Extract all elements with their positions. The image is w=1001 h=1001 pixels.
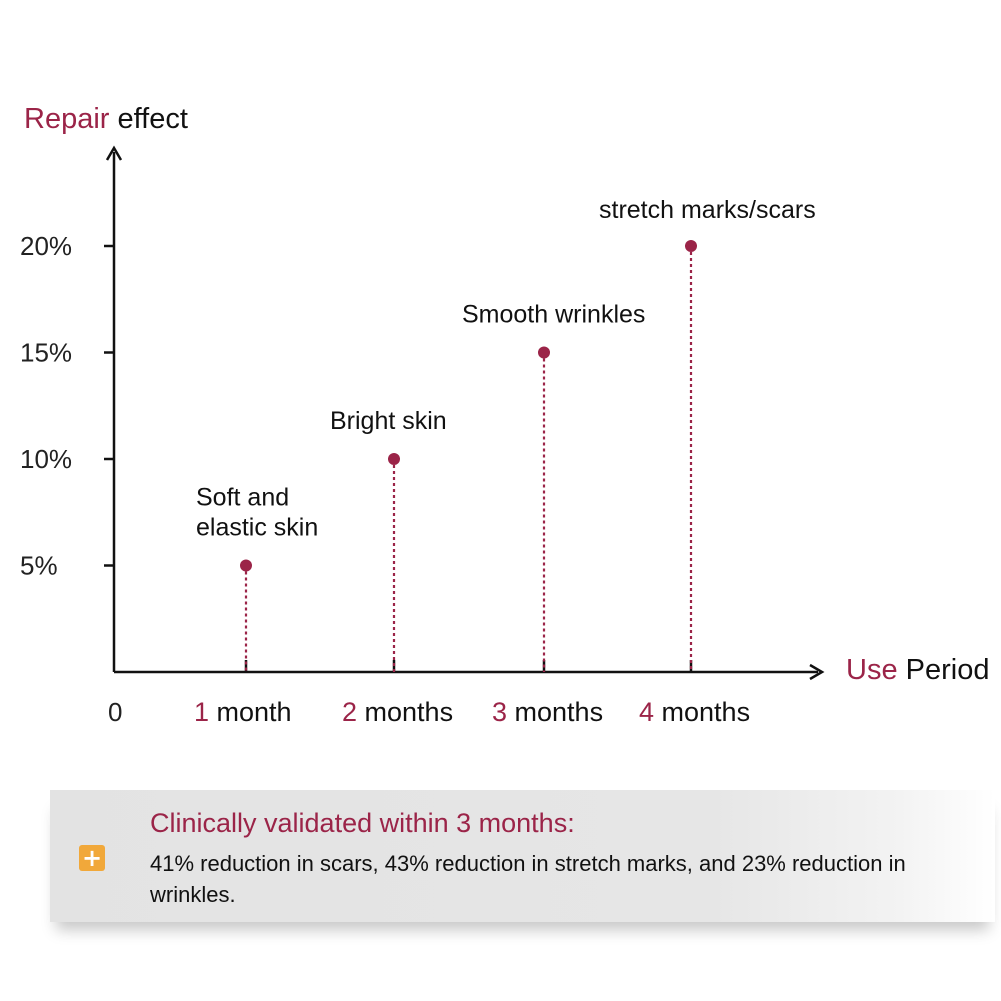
x-axis-arrow-icon xyxy=(809,663,825,681)
y-tick-label: 10% xyxy=(20,444,72,474)
y-tick-label: 15% xyxy=(20,338,72,368)
x-axis-title: Use Period xyxy=(846,654,989,686)
category-unit: months xyxy=(507,697,603,727)
y-axis-title: Repair effect xyxy=(24,103,188,135)
category-number: 4 xyxy=(639,697,654,727)
x-ticks: 1 month 2 months 3 months 4 months xyxy=(194,660,750,727)
category-number: 1 xyxy=(194,697,209,727)
y-axis-title-accent: Repair xyxy=(24,103,110,135)
category-number: 2 xyxy=(342,697,357,727)
point-annotation: Bright skin xyxy=(330,407,447,435)
panel-heading: Clinically validated within 3 months: xyxy=(150,808,575,838)
x-category-label: 4 months xyxy=(639,697,750,727)
category-unit: months xyxy=(654,697,750,727)
data-point xyxy=(388,453,400,465)
clinical-validation-panel: + Clinically validated within 3 months: … xyxy=(50,790,995,922)
x-axis-title-accent: Use xyxy=(846,654,898,686)
data-points xyxy=(240,240,697,572)
point-annotation: Smooth wrinkles xyxy=(462,301,645,329)
panel-body: 41% reduction in scars, 43% reduction in… xyxy=(150,851,906,907)
y-ticks: 5% 10% 15% 20% xyxy=(20,231,114,581)
category-unit: month xyxy=(209,697,292,727)
repair-effect-chart: Repair effect Use Period 0 5% 10% 15% 20% 1… xyxy=(20,103,989,727)
data-stems xyxy=(244,246,693,672)
point-annotation: stretch marks/scars xyxy=(599,196,816,224)
x-category-label: 1 month xyxy=(194,697,292,727)
category-unit: months xyxy=(357,697,453,727)
y-axis-arrow-icon xyxy=(105,145,123,161)
annotation-line: Soft and xyxy=(196,484,289,512)
data-point xyxy=(538,346,550,359)
annotation-line: elastic skin xyxy=(196,514,318,542)
y-axis-title-rest: effect xyxy=(109,103,187,135)
x-category-label: 3 months xyxy=(492,697,603,727)
origin-label: 0 xyxy=(108,697,122,727)
point-annotation: Soft and elastic skin xyxy=(196,484,318,542)
y-tick-label: 20% xyxy=(20,231,72,261)
category-number: 3 xyxy=(492,697,507,727)
y-tick-label: 5% xyxy=(20,551,58,581)
x-category-label: 2 months xyxy=(342,697,453,727)
annotation-line: Bright skin xyxy=(330,407,447,435)
plus-icon: + xyxy=(79,845,105,871)
annotation-line: Smooth wrinkles xyxy=(462,301,645,329)
data-point xyxy=(685,240,697,252)
x-axis-title-rest: Period xyxy=(898,654,990,686)
annotation-line: stretch marks/scars xyxy=(599,196,816,224)
annotations: Soft and elastic skin Bright skin Smooth wr… xyxy=(196,196,816,542)
data-point xyxy=(240,559,252,572)
